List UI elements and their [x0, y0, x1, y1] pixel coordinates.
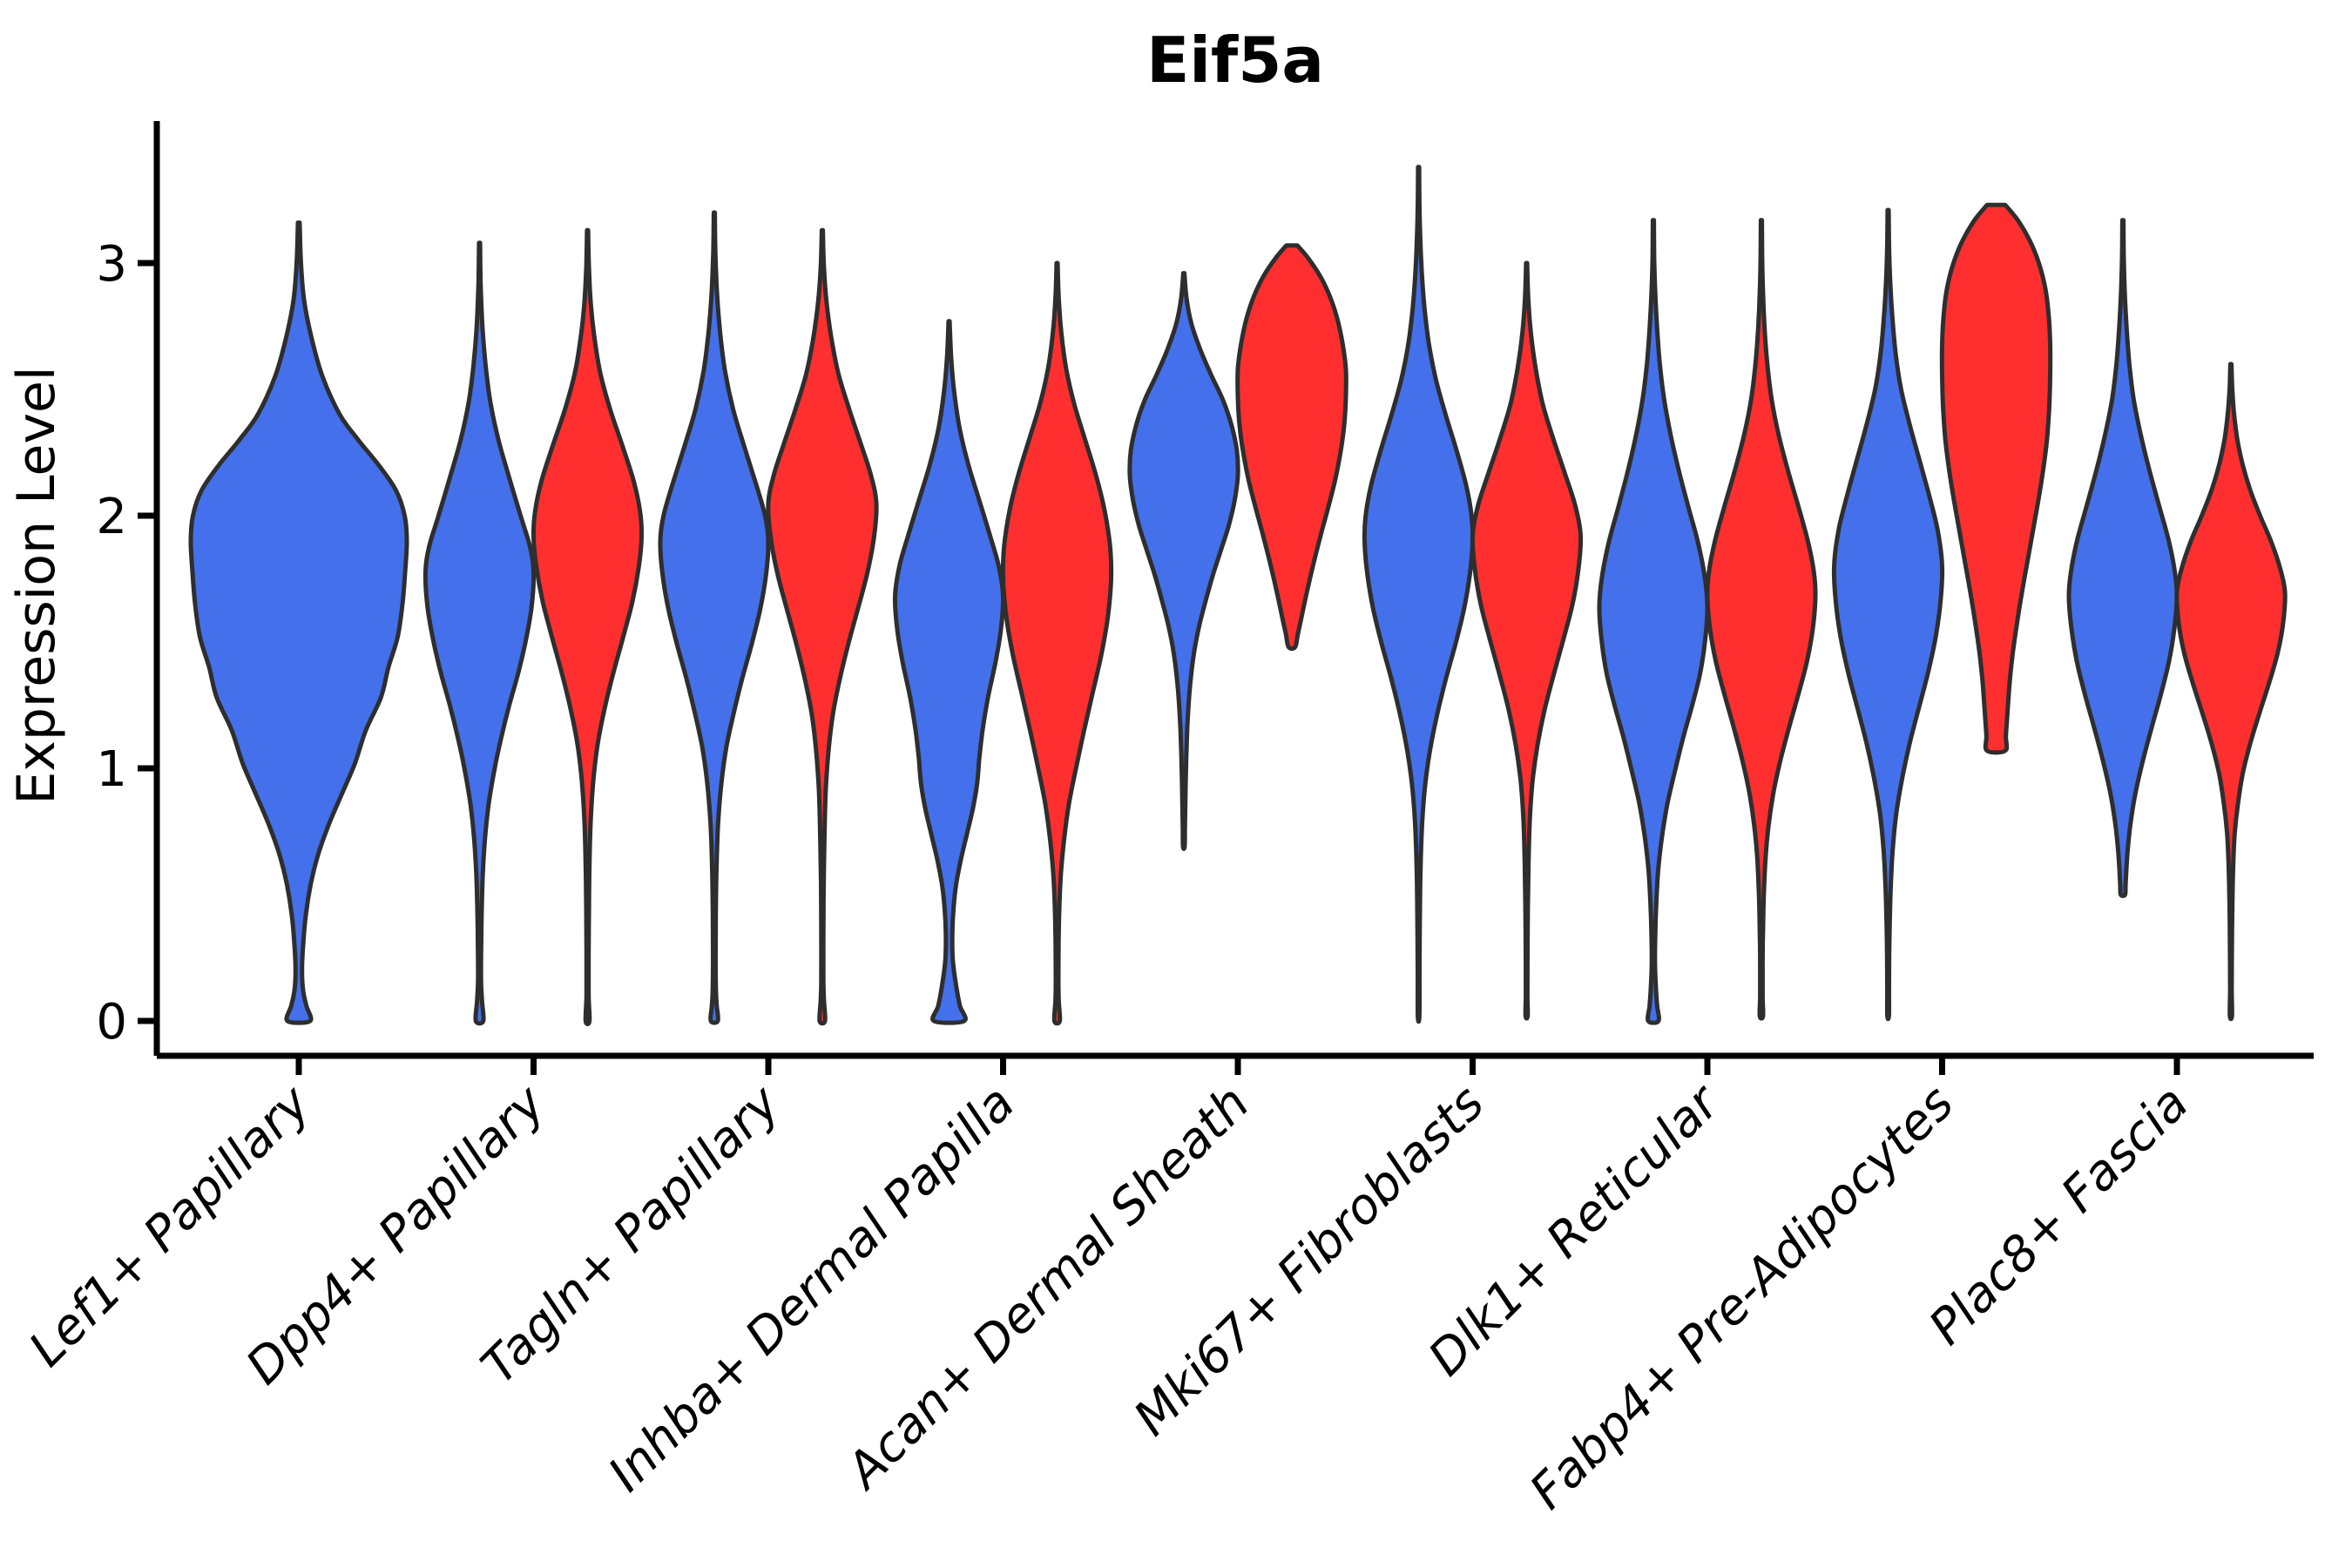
violin-1-red	[531, 227, 645, 1026]
y-tick-label-3: 3	[96, 236, 127, 293]
violin-2-blue	[658, 210, 771, 1025]
violin-3-blue	[892, 319, 1006, 1025]
y-tick-label-0: 0	[96, 994, 127, 1051]
violin-6-blue	[1597, 218, 1710, 1025]
violin-8-blue	[2066, 218, 2180, 898]
violin-0-blue	[188, 220, 409, 1025]
x-tick-label-3: Inhba+ Dermal Papilla	[598, 1075, 1025, 1503]
violin-7-red	[1939, 202, 2053, 755]
violin-5-red	[1470, 260, 1584, 1021]
violin-6-red	[1705, 218, 1818, 1021]
y-tick-label-2: 2	[96, 489, 127, 545]
violin-7-blue	[1831, 207, 1945, 1022]
violin-1-blue	[422, 240, 537, 1026]
violin-3-red	[1000, 260, 1114, 1026]
violin-4-blue	[1127, 271, 1240, 851]
y-axis-label: Expression Level	[6, 366, 67, 805]
violin-4-red	[1235, 243, 1348, 652]
x-tick-label-7: Fabp4+ Pre-Adipocytes	[1519, 1075, 1964, 1520]
x-tick-label-4: Acan+ Dermal Sheath	[835, 1075, 1260, 1501]
violin-5-blue	[1362, 165, 1476, 1024]
violin-2-red	[766, 227, 879, 1026]
y-tick-label-1: 1	[96, 741, 127, 798]
violin-8-red	[2174, 362, 2288, 1022]
plot-title: Eif5a	[1146, 24, 1324, 97]
